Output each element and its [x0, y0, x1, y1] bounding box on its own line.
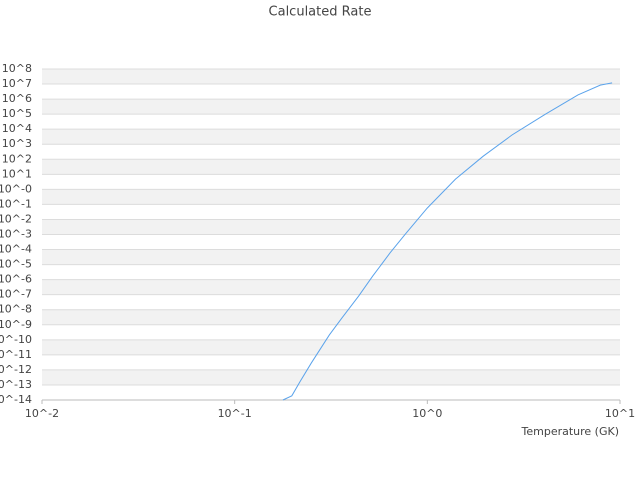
y-tick-label: 10^-5: [0, 258, 32, 271]
y-tick-label: 10^-2: [0, 212, 32, 225]
grid-band: [42, 129, 620, 145]
y-tick-label: 10^7: [2, 77, 32, 90]
y-tick-label: 10^6: [2, 92, 32, 105]
y-tick-label: 10^5: [2, 107, 32, 120]
x-tick-label: 10^0: [412, 407, 442, 420]
grid-band: [42, 69, 620, 85]
chart-title: Calculated Rate: [269, 5, 372, 20]
y-tick-label: 10^-1: [0, 197, 32, 210]
grid-band: [42, 249, 620, 265]
y-tick-label: 10^4: [2, 122, 32, 135]
y-tick-label: 10^-8: [0, 303, 32, 316]
grid-band: [42, 99, 620, 115]
grid-band: [42, 279, 620, 295]
grid-band: [42, 339, 620, 355]
y-tick-label: 10^3: [2, 137, 32, 150]
y-tick-label: 10^-11: [0, 348, 32, 361]
y-tick-label: 10^8: [2, 62, 32, 75]
grid-band: [42, 189, 620, 205]
x-tick-label: 10^-2: [25, 407, 59, 420]
y-tick-label: 10^-7: [0, 288, 32, 301]
y-tick-label: 10^-0: [0, 182, 32, 195]
y-tick-label: 10^-3: [0, 228, 32, 241]
y-tick-label: 10^-12: [0, 363, 32, 376]
grid-band: [42, 309, 620, 325]
data-line: [282, 82, 613, 401]
grid-band: [42, 159, 620, 175]
y-tick-label: 10^1: [2, 167, 32, 180]
x-tick-label: 10^1: [605, 407, 635, 420]
y-tick-label: 10^2: [2, 152, 32, 165]
y-tick-label: 10^-4: [0, 243, 32, 256]
y-tick-label: 10^-9: [0, 318, 32, 331]
x-axis-label: Temperature (GK): [521, 425, 620, 438]
grid-band: [42, 219, 620, 235]
y-tick-label: 10^-10: [0, 333, 32, 346]
y-tick-label: 10^-14: [0, 393, 32, 406]
y-tick-label: 10^-6: [0, 273, 32, 286]
grid-bands: [42, 69, 620, 385]
x-tick-label: 10^-1: [218, 407, 252, 420]
y-tick-label: 10^-13: [0, 378, 32, 391]
grid-band: [42, 369, 620, 385]
